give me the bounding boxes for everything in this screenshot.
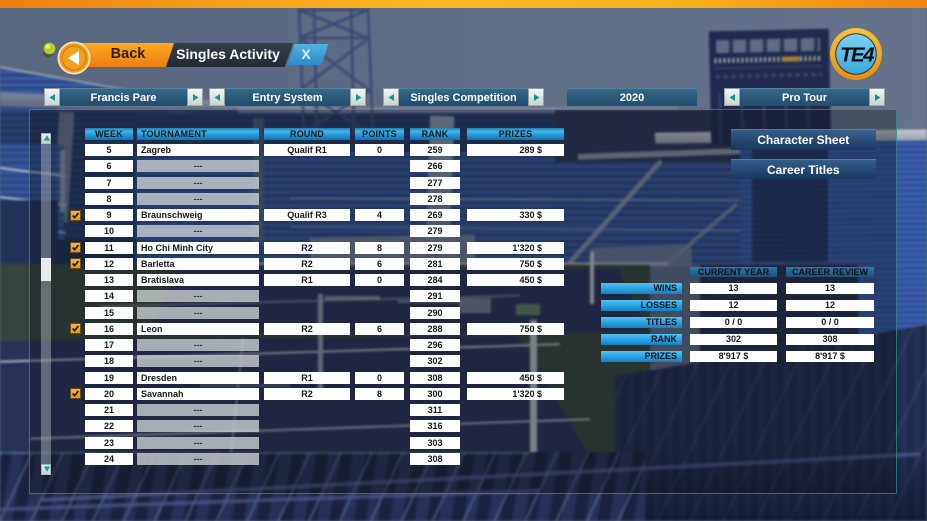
svg-text:TE4: TE4 xyxy=(840,44,875,67)
